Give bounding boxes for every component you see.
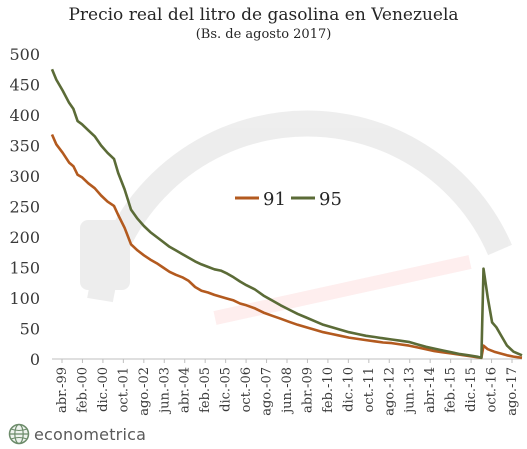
globe-icon xyxy=(8,423,30,445)
legend-label-95: 95 xyxy=(319,189,342,210)
y-tick-label: 300 xyxy=(9,167,40,186)
y-tick-label: 250 xyxy=(9,198,40,217)
y-tick-label: 150 xyxy=(9,259,40,278)
series-line-95 xyxy=(50,68,523,360)
x-tick-label: dic.-10 xyxy=(341,367,356,412)
y-tick-label: 450 xyxy=(9,76,40,95)
y-tick-label: 200 xyxy=(9,228,40,247)
x-tick-label: oct.-16 xyxy=(485,367,500,412)
y-tick-label: 0 xyxy=(30,350,40,369)
x-tick-label: abr.-14 xyxy=(423,367,438,413)
x-tick-label: abr.-09 xyxy=(300,367,315,413)
legend-label-91: 91 xyxy=(263,189,286,210)
chart-subtitle: (Bs. de agosto 2017) xyxy=(195,27,332,42)
y-tick-label: 50 xyxy=(20,320,40,339)
brand-footer: econometrica xyxy=(8,422,146,446)
x-tick-label: dic.-15 xyxy=(464,367,479,412)
y-tick-label: 350 xyxy=(9,137,40,156)
x-tick-label: jun.-08 xyxy=(280,367,295,415)
brand-name: econometrica xyxy=(34,424,147,444)
x-tick-label: ago.-07 xyxy=(260,367,275,416)
x-tick-label: feb.-00 xyxy=(75,367,90,413)
y-tick-label: 400 xyxy=(9,106,40,125)
x-tick-label: ago.-02 xyxy=(137,367,152,416)
y-tick-label: 100 xyxy=(9,289,40,308)
x-tick-label: jun.-13 xyxy=(403,367,418,415)
x-tick-label: jun.-03 xyxy=(157,367,172,415)
y-tick-label: 500 xyxy=(9,45,40,64)
x-tick-label: feb.-10 xyxy=(321,367,336,413)
chart-title: Precio real del litro de gasolina en Ven… xyxy=(68,5,459,25)
x-tick-label: oct.-06 xyxy=(239,367,254,412)
x-tick-label: feb.-05 xyxy=(198,367,213,413)
x-tick-label: ago.-12 xyxy=(382,367,397,416)
x-tick-label: dic.-05 xyxy=(219,367,234,412)
x-tick-label: oct.-11 xyxy=(362,367,377,412)
x-tick-label: feb.-15 xyxy=(444,367,459,413)
x-tick-label: abr.-99 xyxy=(55,367,70,413)
x-tick-label: ago.-17 xyxy=(505,367,520,416)
x-tick-label: oct.-01 xyxy=(116,367,131,412)
gauge-watermark-icon xyxy=(80,110,512,325)
x-tick-label: abr.-04 xyxy=(178,367,193,413)
x-tick-label: dic.-00 xyxy=(96,367,111,412)
